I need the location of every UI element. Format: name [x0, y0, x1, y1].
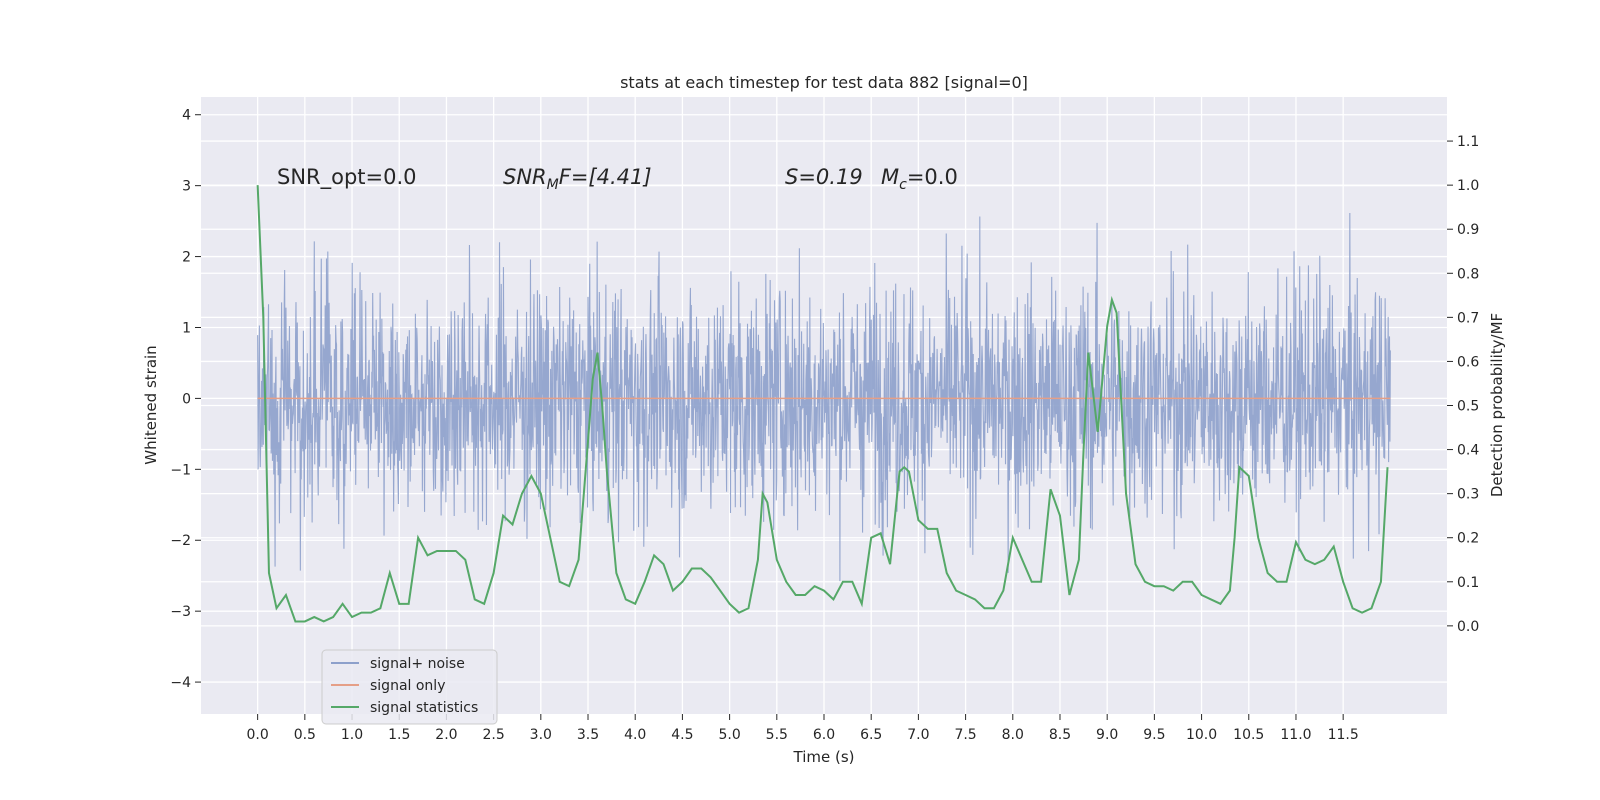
y-tick-label: 2: [182, 250, 191, 266]
y-right-tick-label: 0.6: [1457, 354, 1479, 370]
y-tick-label: 0: [182, 391, 191, 407]
y-tick-label: 3: [182, 179, 191, 195]
annotation-mc: Mc=0.0: [881, 165, 958, 193]
x-tick-label: 8.0: [1002, 727, 1024, 743]
y-right-tick-label: 1.1: [1457, 134, 1479, 150]
y-right-tick-label: 0.7: [1457, 310, 1479, 326]
x-tick-label: 2.5: [482, 727, 504, 743]
x-tick-label: 5.0: [718, 727, 740, 743]
x-tick-label: 11.5: [1328, 727, 1359, 743]
y-axis-left-ticks: −4 −3 −2 −1 0 1 2 3 4: [170, 108, 201, 691]
x-tick-label: 7.5: [954, 727, 976, 743]
snr-mf-value: F=[4.41]: [559, 165, 652, 189]
y-right-tick-label: 0.5: [1457, 399, 1479, 415]
x-tick-label: 1.0: [341, 727, 363, 743]
x-tick-label: 6.0: [813, 727, 835, 743]
y-right-tick-label: 0.0: [1457, 619, 1479, 635]
x-tick-label: 8.5: [1049, 727, 1071, 743]
y-tick-label: 4: [182, 108, 191, 124]
annotation-snr-opt: SNR_opt=0.0: [277, 165, 417, 190]
x-tick-label: 11.0: [1280, 727, 1311, 743]
mc-symbol: M: [881, 165, 899, 189]
y-tick-label: 1: [182, 320, 191, 336]
chart-title: stats at each timestep for test data 882…: [620, 73, 1028, 92]
x-tick-label: 4.5: [671, 727, 693, 743]
legend-box: [321, 649, 498, 725]
snr-mf-symbol: SNR: [503, 165, 547, 189]
y-axis-label: Whitened strain: [142, 345, 160, 464]
x-tick-label: 3.5: [577, 727, 599, 743]
x-tick-label: 5.5: [766, 727, 788, 743]
y-right-tick-label: 0.1: [1457, 575, 1479, 591]
annotation-snr-mf: SNRMF=[4.41]: [503, 165, 652, 193]
x-tick-label: 10.0: [1186, 727, 1217, 743]
x-tick-label: 10.5: [1233, 727, 1264, 743]
x-axis-ticks: 0.0 0.5 1.0 1.5 2.0 2.5 3.0 3.5 4.0 4.5 5.0 5.5 6.0 6…: [247, 714, 1359, 743]
signal-noise-line: [257, 212, 1391, 582]
x-tick-label: 2.0: [435, 727, 457, 743]
x-tick-label: 0.5: [294, 727, 316, 743]
mc-value: =0.0: [907, 165, 958, 189]
x-tick-label: 0.0: [247, 727, 269, 743]
x-axis-label: Time (s): [793, 748, 855, 766]
y-tick-label: −1: [170, 462, 191, 478]
legend-label-signal-noise: signal+ noise: [370, 656, 465, 672]
x-tick-label: 9.5: [1143, 727, 1165, 743]
y-axis-right-label: Detection probability/MF: [1488, 313, 1506, 497]
series-signal-statistics: [256, 185, 1389, 623]
legend-label-signal-only: signal only: [370, 678, 445, 694]
mc-subscript: c: [899, 177, 907, 193]
snr-mf-subscript: M: [547, 177, 559, 193]
y-tick-label: −4: [170, 675, 191, 691]
y-tick-label: −2: [170, 533, 191, 549]
legend: signal+ noise signal only signal statist…: [321, 649, 498, 725]
x-tick-label: 7.0: [907, 727, 929, 743]
legend-label-signal-statistics: signal statistics: [370, 700, 478, 716]
x-tick-label: 9.0: [1096, 727, 1118, 743]
x-tick-label: 4.0: [624, 727, 646, 743]
x-tick-label: 6.5: [860, 727, 882, 743]
y-right-tick-label: 1.0: [1457, 178, 1479, 194]
y-right-tick-label: 0.9: [1457, 222, 1479, 238]
signal-statistics-line: [256, 185, 1389, 623]
y-tick-label: −3: [170, 604, 191, 620]
y-right-tick-label: 0.8: [1457, 266, 1479, 282]
y-right-tick-label: 0.2: [1457, 531, 1479, 547]
x-tick-label: 3.0: [530, 727, 552, 743]
y-axis-right-ticks: 0.0 0.1 0.2 0.3 0.4 0.5 0.6 0.7 0.8 0.9 1.0 1.1: [1447, 134, 1479, 635]
x-tick-label: 1.5: [388, 727, 410, 743]
series-signal-noise: [257, 212, 1391, 582]
y-right-tick-label: 0.3: [1457, 487, 1479, 503]
annotation-s-value: S=0.19: [785, 165, 863, 189]
y-right-tick-label: 0.4: [1457, 443, 1479, 459]
